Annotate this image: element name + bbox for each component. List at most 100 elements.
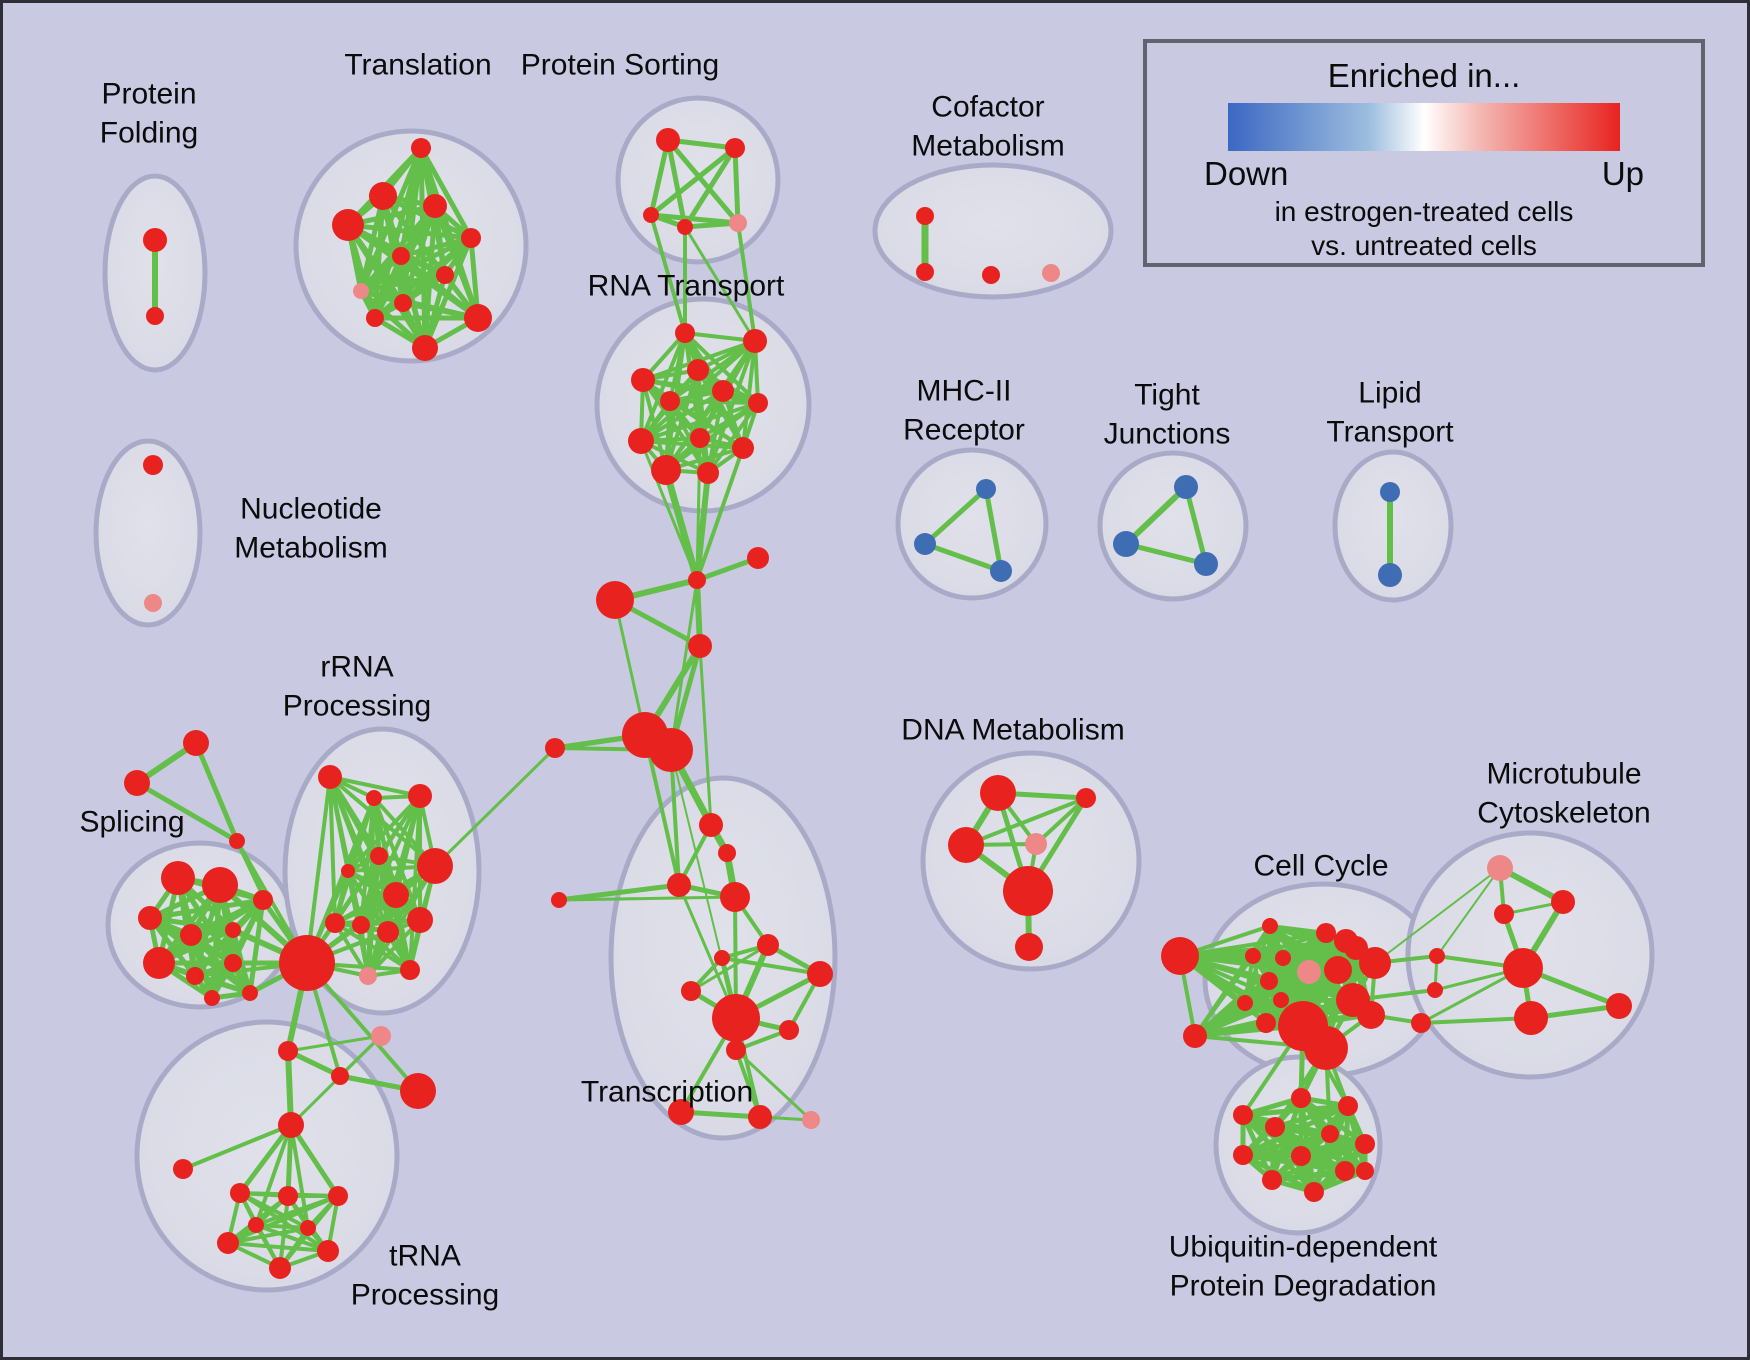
- lipid-transport-label: Transport: [1326, 416, 1454, 449]
- mhc-ii-receptor-node: [976, 479, 996, 499]
- transcription-node: [802, 1111, 820, 1129]
- edge: [1183, 484, 1209, 567]
- splicing-node: [202, 867, 238, 903]
- cell-cycle-node: [1359, 947, 1391, 979]
- edge: [359, 923, 412, 972]
- edge: [1123, 484, 1189, 547]
- transcription-node: [726, 1040, 746, 1060]
- rna-transport-node: [651, 455, 681, 485]
- transcription-node: [748, 1105, 772, 1129]
- rna-transport-node: [687, 359, 709, 381]
- translation-node: [423, 194, 447, 218]
- edge: [643, 733, 681, 887]
- cell-cycle-node: [1245, 948, 1261, 964]
- edge: [328, 775, 422, 798]
- edge: [698, 644, 713, 827]
- ubiquitin-degradation-node: [1335, 1161, 1355, 1181]
- ubiquitin-degradation-node: [1321, 1125, 1339, 1143]
- edge: [639, 331, 687, 443]
- transcription-node: [699, 813, 723, 837]
- cell-cycle-node: [1316, 923, 1336, 943]
- lipid-transport-node: [1378, 563, 1402, 587]
- lipid-transport-label: Lipid: [1358, 377, 1421, 410]
- splicing-node: [225, 922, 241, 938]
- transcription-node: [681, 981, 701, 1001]
- rna-transport-label: RNA Transport: [588, 270, 785, 303]
- edge: [668, 399, 760, 405]
- splicing-node: [161, 861, 195, 895]
- ubiquitin-degradation-node: [1233, 1105, 1253, 1125]
- protein-sorting-node: [729, 214, 747, 232]
- trna-ring-node: [300, 1220, 316, 1236]
- edge: [695, 436, 702, 582]
- edge: [288, 1122, 341, 1199]
- nucleotide-metabolism-label: Metabolism: [234, 532, 387, 565]
- edge: [556, 882, 682, 903]
- translation-node: [366, 309, 384, 327]
- transcription-node: [718, 844, 736, 862]
- edge: [662, 466, 701, 584]
- translation-label: Translation: [344, 49, 491, 82]
- edge: [639, 401, 760, 443]
- rrna-processing-node: [359, 967, 377, 985]
- edge: [1345, 1103, 1368, 1174]
- edge: [678, 1109, 763, 1120]
- protein-sorting-node: [656, 128, 680, 152]
- translation-node: [436, 266, 454, 284]
- edge: [682, 145, 738, 230]
- microtubule-cytoskeleton-node: [1429, 948, 1445, 964]
- transcription-node: [712, 994, 760, 1042]
- edge: [226, 1241, 330, 1253]
- edge: [922, 541, 1004, 574]
- mhc-ii-receptor-node: [990, 560, 1012, 582]
- tight-junctions-node: [1113, 531, 1139, 557]
- rrna-processing-node: [407, 907, 433, 933]
- rna-transport-node: [690, 428, 710, 448]
- ubiquitin-degradation-node: [1262, 1170, 1282, 1190]
- splicing-node: [186, 967, 204, 985]
- splicing-node: [242, 985, 258, 1001]
- tight-junctions-node: [1174, 475, 1198, 499]
- legend-caption-line1: in estrogen-treated cells: [1274, 196, 1574, 227]
- ubiquitin-degradation-node: [1233, 1145, 1253, 1165]
- edge: [305, 775, 332, 965]
- trna-ring-node: [269, 1257, 291, 1279]
- central-junction-node: [747, 547, 769, 569]
- microtubule-cytoskeleton-node: [1411, 1013, 1431, 1033]
- rrna-lower-junction-node: [371, 1026, 391, 1046]
- edge: [689, 943, 770, 993]
- cell-cycle-node: [1161, 937, 1199, 975]
- mhc-ii-receptor-label: MHC-II: [917, 375, 1012, 408]
- splicing-node: [204, 990, 220, 1006]
- edge: [983, 486, 1004, 574]
- edge: [649, 213, 687, 335]
- edge: [358, 272, 448, 294]
- tight-junctions-ellipse: [1097, 450, 1249, 602]
- edge: [720, 956, 822, 976]
- rna-transport-node: [743, 329, 767, 353]
- translation-node: [412, 335, 438, 361]
- splicing-triangle-node: [183, 730, 209, 756]
- edge: [665, 137, 741, 226]
- edge: [181, 1123, 293, 1171]
- ubiquitin-degradation-node: [1291, 1088, 1311, 1108]
- microtubule-cytoskeleton-node: [1487, 855, 1513, 881]
- edge: [964, 796, 1088, 847]
- central-junction-node: [688, 634, 712, 658]
- edge: [639, 439, 699, 582]
- tight-junctions-node: [1194, 552, 1218, 576]
- rrna-processing-node: [325, 913, 345, 933]
- transcription-node: [807, 961, 833, 987]
- trna-processing-label: Processing: [351, 1279, 499, 1312]
- edge: [734, 1048, 813, 1122]
- edge: [247, 897, 266, 996]
- microtubule-cytoskeleton-label: Microtubule: [1486, 758, 1641, 791]
- rrna-processing-node: [318, 765, 342, 789]
- legend-gradient-bar: [1228, 103, 1620, 151]
- translation-node: [464, 304, 492, 332]
- edge: [345, 222, 474, 241]
- microtubule-cytoskeleton-node: [1551, 890, 1575, 914]
- trna-ring-node: [230, 1183, 250, 1203]
- splicing-node: [138, 906, 162, 930]
- rna-transport-node: [697, 462, 719, 484]
